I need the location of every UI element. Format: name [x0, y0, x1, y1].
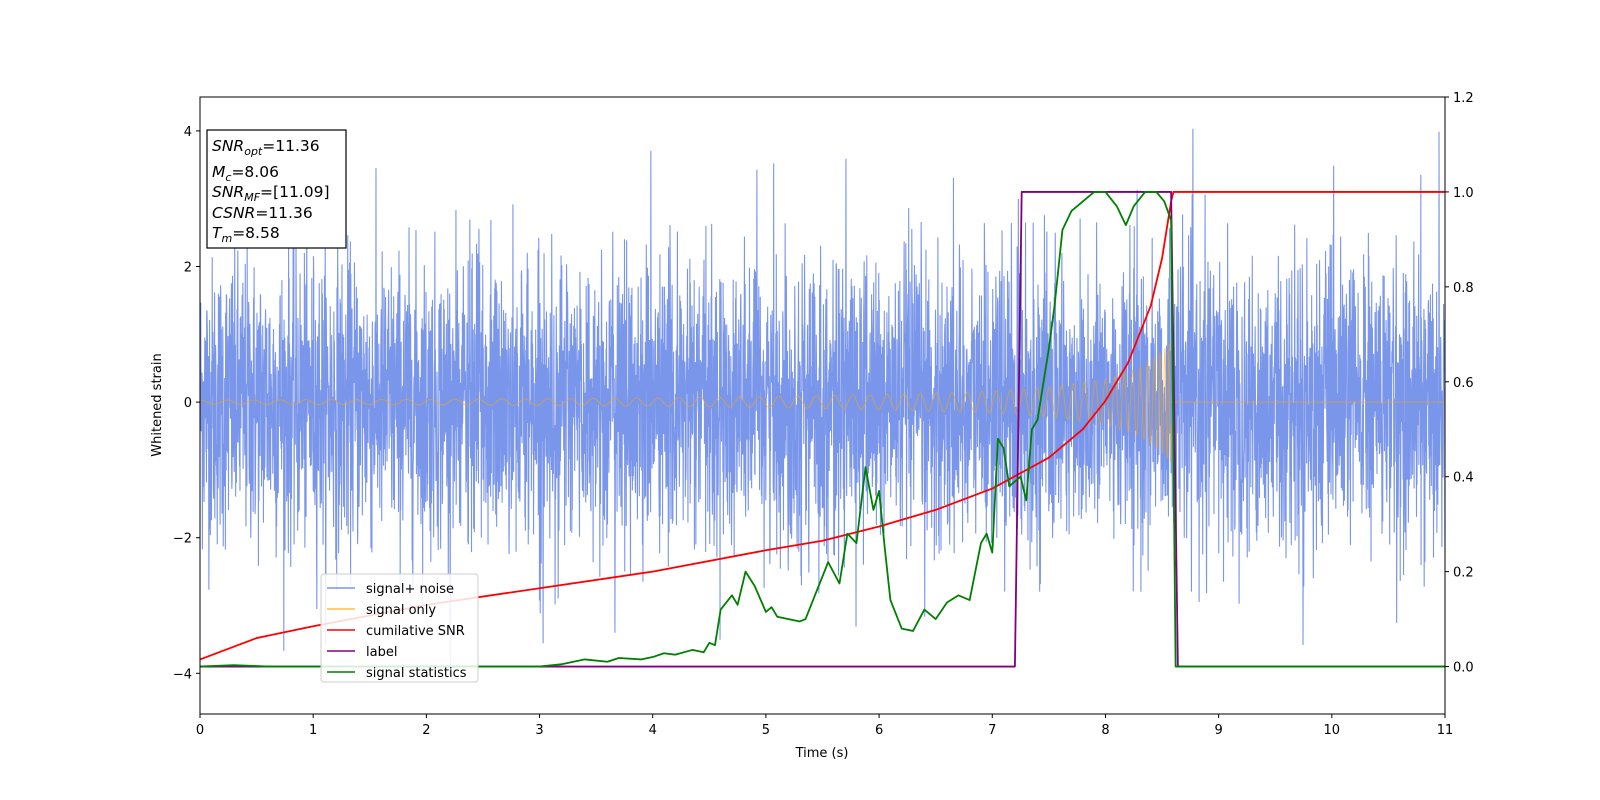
x-tick-label: 4: [649, 723, 657, 738]
info-mc-value: =8.06: [231, 163, 279, 181]
y-right-tick-label: 0.8: [1453, 281, 1474, 296]
info-csnr: CSNR=11.36: [212, 204, 313, 222]
x-tick-label: 8: [1101, 723, 1109, 738]
y-left-tick-label: −2: [173, 532, 192, 547]
legend-label-label: label: [366, 645, 397, 660]
x-tick-label: 5: [762, 723, 770, 738]
x-tick-label: 9: [1214, 723, 1222, 738]
y-right-tick-label: 0.4: [1453, 471, 1474, 486]
y-left-tick-label: 0: [184, 396, 192, 411]
info-csnr-base: CSNR: [212, 204, 255, 222]
y-left-tick-label: 2: [184, 261, 192, 276]
x-tick-label: 7: [988, 723, 996, 738]
legend-cumulative-snr-label: cumilative SNR: [366, 624, 465, 639]
info-mc-base: M: [212, 163, 225, 181]
info-mc: Mc=8.06: [212, 163, 279, 184]
y-axis-title: Whitened strain: [150, 353, 165, 456]
x-tick-label: 10: [1324, 723, 1341, 738]
y-left-tick-label: −4: [173, 667, 192, 682]
series-signal-only: [200, 343, 1172, 463]
x-axis-title: Time (s): [795, 746, 849, 761]
legend-signal-only-label: signal only: [366, 603, 436, 618]
y-right-tick-label: 1.0: [1453, 186, 1474, 201]
y-right-tick-label: 0.0: [1453, 661, 1474, 676]
info-snr-mf-base: SNR: [212, 183, 244, 201]
x-tick-label: 11: [1437, 723, 1454, 738]
y-left-tick-label: 4: [184, 125, 192, 140]
y-right-tick-label: 1.2: [1453, 91, 1474, 106]
info-box-frame: [206, 129, 347, 249]
info-tm-sub: m: [221, 232, 232, 245]
info-tm: Tm=8.58: [212, 224, 280, 245]
info-csnr-value: =11.36: [255, 204, 312, 222]
info-snr-mf: SNRMF=[11.09]: [212, 183, 330, 204]
x-tick-label: 1: [309, 723, 317, 738]
plot-frame: [199, 96, 1446, 715]
x-axis: 0 1 2 3 4 5 6 7 8 9 10 11: [196, 714, 1453, 738]
info-snr-mf-value: =[11.09]: [260, 183, 329, 201]
series-signal-statistics: [200, 191, 1445, 668]
series-signal-noise: [200, 128, 1445, 676]
info-tm-value: =8.58: [232, 224, 280, 242]
info-snr-opt: SNRopt=11.36: [212, 137, 320, 158]
info-tm-base: T: [212, 224, 223, 242]
legend-signal-statistics-label: signal statistics: [366, 666, 467, 681]
x-tick-label: 2: [422, 723, 430, 738]
legend-signal-noise-label: signal+ noise: [366, 582, 454, 597]
x-tick-label: 3: [535, 723, 543, 738]
legend-items: signal+ noise signal only cumilative SNR la…: [327, 582, 467, 681]
info-snr-mf-sub: MF: [244, 191, 260, 204]
info-snr-opt-base: SNR: [212, 137, 244, 155]
info-box: SNRopt=11.36 Mc=8.06 SNRMF=[11.09] CSNR=…: [206, 129, 347, 249]
info-mc-sub: c: [225, 171, 231, 184]
x-tick-label: 6: [875, 723, 883, 738]
x-tick-label: 0: [196, 723, 204, 738]
y-right-tick-label: 0.6: [1453, 376, 1474, 391]
y-right-tick-label: 0.2: [1453, 566, 1474, 581]
info-snr-opt-sub: opt: [244, 145, 263, 158]
legend-frame: [320, 573, 479, 683]
legend: signal+ noise signal only cumilative SNR la…: [320, 573, 479, 683]
y-axis-left: 4 2 0 −2 −4: [173, 125, 200, 682]
y-axis-right: 1.2 1.0 0.8 0.6 0.4 0.2 0.0: [1445, 91, 1474, 676]
info-snr-opt-value: =11.36: [262, 137, 319, 155]
